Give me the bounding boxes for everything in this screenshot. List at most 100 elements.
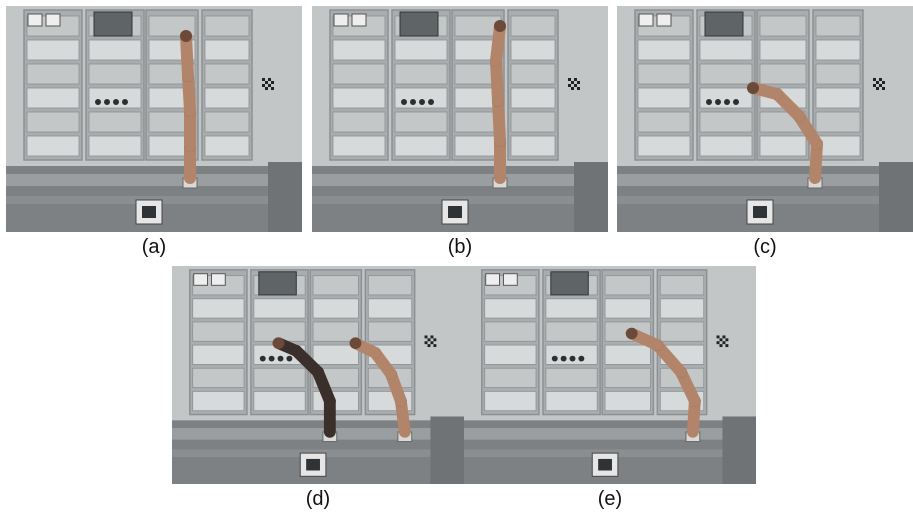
robot-arm [180, 30, 198, 189]
knob [401, 99, 407, 105]
rack-module [394, 111, 448, 133]
knob [286, 355, 293, 362]
rack-module [312, 391, 359, 412]
rack-module [26, 111, 80, 133]
monitor [258, 271, 297, 296]
arm-link [651, 339, 687, 378]
robot-arm-photo [6, 6, 302, 232]
rack-module [484, 321, 537, 342]
rack-module [484, 344, 537, 365]
knob [122, 99, 128, 105]
bench-top [172, 428, 464, 440]
robot-arm-photo [312, 6, 608, 232]
floor-marker-center [598, 458, 612, 471]
rack-module [510, 39, 556, 61]
robot-arm-photo [464, 266, 756, 484]
rack-module [815, 111, 861, 133]
photo-panel-a [6, 6, 302, 232]
bench-top [312, 174, 608, 186]
rack-module [659, 321, 705, 342]
rack-module [699, 87, 753, 109]
rack-module [637, 39, 691, 61]
rack-module [394, 39, 448, 61]
knob [95, 99, 101, 105]
arm-joint [349, 337, 362, 349]
knob [551, 355, 558, 362]
rack-module [332, 87, 386, 109]
checkerboard-marker [716, 335, 729, 348]
arm-link [492, 95, 506, 147]
rack-module [659, 275, 705, 296]
rack-module [204, 63, 250, 85]
rack-module [659, 298, 705, 319]
rack-module [484, 298, 537, 319]
gauge [502, 273, 518, 286]
rack-module [510, 87, 556, 109]
rack-module [484, 367, 537, 388]
caption-d: (d) [305, 488, 331, 510]
rack-module [815, 39, 861, 61]
rack-module [312, 275, 359, 296]
rack-module [204, 15, 250, 37]
rack-module [26, 87, 80, 109]
knob [268, 355, 275, 362]
monitor [550, 271, 589, 296]
rack-module [253, 391, 306, 412]
gauge [333, 13, 349, 27]
knob [277, 355, 284, 362]
arm-joint [625, 327, 638, 340]
knob [733, 99, 739, 105]
knob [113, 99, 119, 105]
rack-module [637, 135, 691, 157]
robot-arm-photo [617, 6, 913, 232]
gauge [193, 273, 209, 286]
rack-module [367, 321, 413, 342]
rack-module [759, 39, 807, 61]
rack-module [604, 367, 651, 388]
rack-module [26, 39, 80, 61]
floor-marker-center [753, 206, 767, 218]
rack-module [192, 298, 245, 319]
floor-marker-center [306, 458, 320, 471]
rack-module [204, 135, 250, 157]
rack-module [253, 298, 306, 319]
rack-module [699, 111, 753, 133]
arm-link [180, 30, 194, 82]
photo-panel-b [312, 6, 608, 232]
arm-joint [272, 337, 285, 349]
checkerboard-marker [873, 78, 885, 90]
rack-module [88, 63, 142, 85]
robot-arm [349, 337, 413, 443]
rack-module [604, 298, 651, 319]
knob [419, 99, 425, 105]
rack-module [545, 367, 598, 388]
rack-module [88, 87, 142, 109]
rack-module [192, 367, 245, 388]
rack-module [545, 321, 598, 342]
checkerboard-marker [262, 78, 274, 90]
rack-module [510, 63, 556, 85]
rack-module [192, 321, 245, 342]
rack-module [332, 135, 386, 157]
rack-module [312, 344, 359, 365]
rack-module [545, 298, 598, 319]
knob [578, 355, 585, 362]
rack-module [88, 111, 142, 133]
floor-marker-center [448, 206, 462, 218]
rack-module [759, 135, 807, 157]
gauge [656, 13, 672, 27]
robot-arm [490, 20, 508, 189]
robot-arm [272, 337, 338, 443]
knob [569, 355, 576, 362]
gauge [45, 13, 61, 27]
gauge [210, 273, 226, 286]
caption-e: (e) [597, 488, 623, 510]
rack-module [815, 63, 861, 85]
monitor [704, 11, 744, 37]
rack-module [484, 391, 537, 412]
knob [259, 355, 266, 362]
knob [706, 99, 712, 105]
photo-panel-d [172, 266, 464, 484]
side-box [268, 162, 302, 232]
rack-module [394, 63, 448, 85]
